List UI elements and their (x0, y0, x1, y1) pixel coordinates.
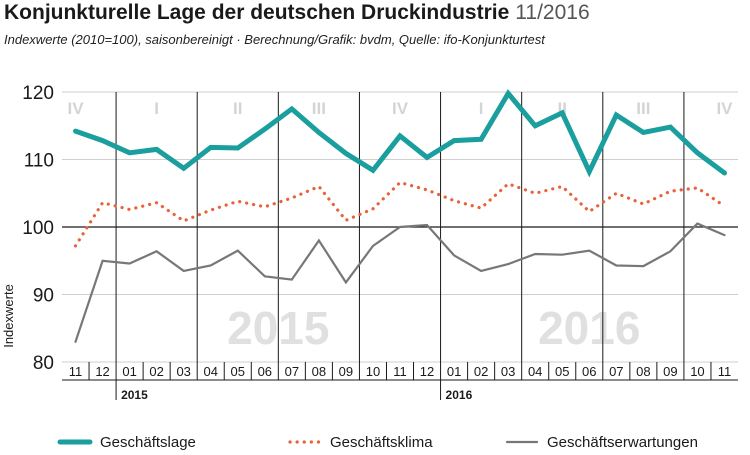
y-tick-label: 120 (22, 83, 54, 104)
chart-title: Konjunkturelle Lage der deutschen Drucki… (4, 1, 510, 24)
y-tick-label: 100 (22, 218, 54, 239)
y-tick-label: 90 (33, 286, 54, 307)
x-tick-label: 01 (122, 364, 136, 379)
x-tick-label: 10 (690, 364, 704, 379)
x-tick-label: 09 (339, 364, 353, 379)
x-tick-label: 12 (95, 364, 109, 379)
x-tick-label: 05 (231, 364, 245, 379)
x-tick-label: 07 (285, 364, 299, 379)
chart-subtitle: Indexwerte (2010=100), saisonbereinigt ·… (4, 32, 545, 47)
x-tick-label: 09 (663, 364, 677, 379)
quarter-label: IV (67, 99, 84, 118)
y-tick-label: 80 (33, 353, 54, 374)
quarter-label: II (233, 99, 242, 118)
x-tick-label: 02 (149, 364, 163, 379)
legend-label: Geschäftserwartungen (547, 434, 698, 451)
x-tick-label: 06 (582, 364, 596, 379)
x-tick-label: 11 (718, 364, 732, 379)
x-tick-label: 06 (258, 364, 272, 379)
x-tick-label: 12 (420, 364, 434, 379)
year-watermark: 2016 (538, 302, 640, 354)
quarter-label: III (636, 99, 650, 118)
y-axis-label: Indexwerte (1, 284, 16, 348)
x-tick-label: 04 (203, 364, 217, 379)
quarter-label: III (312, 99, 326, 118)
y-tick-label: 110 (24, 151, 54, 172)
legend-label: Geschäftsklima (330, 434, 433, 451)
year-label: 2015 (121, 388, 148, 402)
quarter-label: I (479, 99, 484, 118)
series-line-geschäftslage (73, 89, 727, 178)
x-tick-label: 01 (447, 364, 461, 379)
chart-header: Konjunkturelle Lage der deutschen Drucki… (4, 0, 746, 49)
x-tick-label: 02 (474, 364, 488, 379)
quarter-label: IV (716, 99, 733, 118)
x-tick-label: 03 (176, 364, 190, 379)
series-line-geschäftserwartungen (74, 222, 726, 343)
x-tick-label: 08 (312, 364, 326, 379)
x-tick-label: 04 (528, 364, 542, 379)
x-tick-label: 03 (501, 364, 515, 379)
year-label: 2016 (446, 388, 473, 402)
chart-date: 11/2016 (515, 1, 590, 24)
chart-title-row: Konjunkturelle Lage der deutschen Drucki… (4, 0, 746, 26)
x-tick-label: 05 (555, 364, 569, 379)
x-tick-label: 07 (609, 364, 623, 379)
x-tick-label: 11 (393, 364, 407, 379)
quarter-label: I (154, 99, 159, 118)
x-tick-label: 10 (366, 364, 380, 379)
x-tick-label: 11 (69, 364, 83, 379)
quarter-label: IV (392, 99, 409, 118)
quarter-label: II (558, 99, 567, 118)
x-tick-label: 08 (636, 364, 650, 379)
legend-label: Geschäftslage (100, 434, 196, 451)
series-line-geschäftsklima (73, 180, 727, 248)
